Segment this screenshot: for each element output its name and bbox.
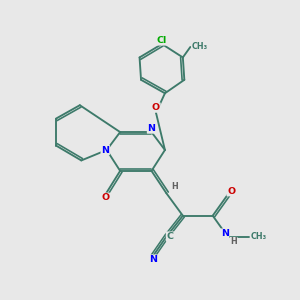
Text: CH₃: CH₃ xyxy=(251,232,267,241)
Text: H: H xyxy=(171,182,178,191)
Text: O: O xyxy=(152,103,160,112)
Text: O: O xyxy=(101,193,109,202)
Text: H: H xyxy=(230,238,237,247)
Text: N: N xyxy=(148,124,155,133)
Text: CH₃: CH₃ xyxy=(192,43,208,52)
Text: C: C xyxy=(167,232,173,241)
Text: Cl: Cl xyxy=(157,36,167,45)
Text: N: N xyxy=(149,255,157,264)
Text: O: O xyxy=(227,187,235,196)
Text: N: N xyxy=(101,146,109,154)
Text: N: N xyxy=(221,229,229,238)
